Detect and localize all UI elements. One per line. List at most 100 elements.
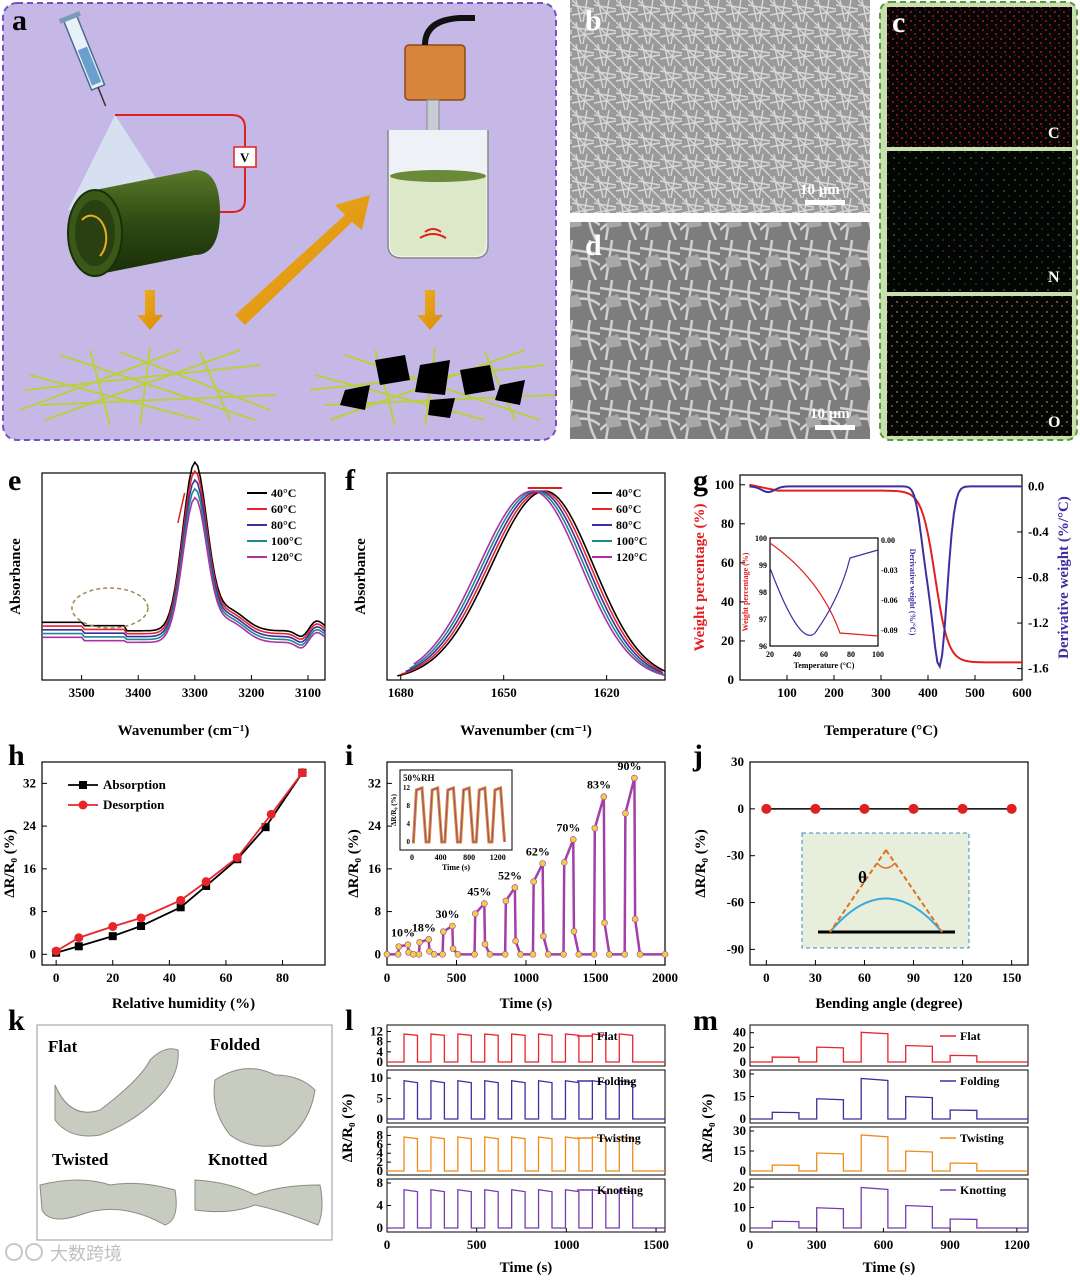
- data-point: [137, 922, 146, 931]
- data-point: [261, 823, 270, 832]
- subplot-frame: [749, 1024, 1029, 1067]
- series-line-Twisting: [387, 1136, 665, 1172]
- y-tick-label: 8: [377, 1175, 384, 1190]
- fiber-mat-left: [19, 347, 276, 426]
- data-point: [631, 774, 638, 782]
- data-point: [1006, 803, 1017, 814]
- panel-label-b: b: [585, 4, 602, 37]
- x-axis-label: Wavenumber (cm⁻¹): [118, 723, 250, 739]
- inset-derivative-line: [769, 549, 879, 636]
- data-point: [425, 936, 433, 943]
- shape-label-folded: Folded: [210, 1035, 261, 1054]
- y-tick-label: 0: [377, 1163, 384, 1178]
- data-point: [395, 943, 403, 950]
- data-point: [517, 951, 524, 958]
- y-tick-label: 40: [733, 1025, 746, 1040]
- x-tick-label: 120: [953, 970, 973, 985]
- y-tick-label: 30: [733, 1123, 746, 1138]
- y-tick-label: 0: [740, 1220, 747, 1235]
- series-line-Knotting: [387, 1189, 665, 1229]
- y-tick-label: 32: [368, 775, 381, 790]
- fiber-mat-right: [309, 347, 556, 426]
- series-line-Absorption: [55, 772, 304, 954]
- data-point: [539, 860, 546, 867]
- inset-angle-arc: [876, 862, 896, 869]
- series-line-Twisting: [750, 1134, 1028, 1172]
- data-point: [590, 951, 598, 958]
- x-tick-label: 3100: [295, 685, 321, 700]
- x-tick-label: 0: [747, 1237, 754, 1252]
- inset-theta-label: θ: [858, 868, 867, 887]
- y-tick-label: 8: [377, 1127, 384, 1142]
- y-tick-label: 40: [721, 594, 734, 609]
- x-tick-label: 3200: [238, 685, 264, 700]
- data-point: [486, 951, 494, 958]
- step-label: 45%: [467, 885, 491, 899]
- step-label: 18%: [412, 920, 436, 934]
- legend-label: Folding: [597, 1074, 636, 1088]
- series-line-80°C: [42, 478, 326, 643]
- data-point: [859, 803, 870, 814]
- scale-bar-b: 10 μm: [800, 182, 840, 198]
- inset-y2-label: Derivative weight (%/°C): [908, 549, 917, 636]
- chart-e: 3500 3400 3300 3200 3100 Wavenumber (cm⁻¹) Abs…: [8, 460, 326, 739]
- y-tick-label: 0: [728, 672, 735, 687]
- x-tick-label: 300: [871, 685, 891, 700]
- data-point: [449, 945, 457, 952]
- data-point: [454, 951, 462, 958]
- watermark-text: 大数跨境: [50, 1244, 122, 1264]
- series-line-120°C: [42, 496, 326, 649]
- x-axis-label: Temperature (°C): [824, 723, 938, 739]
- inset-y-tick: 4: [407, 820, 411, 828]
- panel-a: a V: [2, 2, 557, 441]
- y-tick-label: 12: [370, 1024, 383, 1039]
- data-point: [176, 903, 185, 912]
- y-axis-label: ΔR/R₀ (%): [700, 1094, 716, 1162]
- y-axis-label: Derivative weight (%/°C): [1056, 496, 1072, 659]
- x-axis-label: Time (s): [500, 996, 553, 1012]
- data-point: [383, 951, 391, 958]
- x-tick-label: 150: [1002, 970, 1022, 985]
- x-tick-label: 3500: [69, 685, 95, 700]
- inset-y2-tick: -0.03: [881, 566, 898, 575]
- inset-x-tick: 1200: [490, 853, 506, 862]
- inset-y-tick: 0: [407, 838, 411, 846]
- y-tick-label: -60: [727, 895, 744, 910]
- panel-label-h: h: [8, 739, 25, 772]
- y-tick-label: 0: [738, 801, 745, 816]
- watermark: 大数跨境: [5, 1243, 122, 1264]
- data-point: [74, 933, 84, 943]
- x-tick-label: 500: [965, 685, 985, 700]
- y-tick-label: -0.4: [1028, 524, 1049, 539]
- inset-x-label: Time (s): [442, 863, 470, 872]
- panel-label-g: g: [693, 464, 708, 497]
- subplot-frame: [386, 1024, 666, 1067]
- y-tick-label: 20: [721, 633, 734, 648]
- derivative-line: [749, 485, 1022, 670]
- x-tick-label: 3300: [182, 685, 208, 700]
- down-arrow-icon: [137, 290, 163, 330]
- y-axis-label: ΔR/R₀ (%): [2, 829, 18, 897]
- y-tick-label: 15: [733, 1143, 747, 1158]
- data-point: [529, 951, 537, 958]
- x-tick-label: 200: [824, 685, 844, 700]
- inset-response-line: [412, 787, 506, 843]
- x-tick-label: 1500: [583, 970, 609, 985]
- y-tick-label: -90: [727, 941, 744, 956]
- x-tick-label: 500: [467, 1237, 487, 1252]
- down-arrow-icon: [417, 290, 443, 330]
- x-tick-label: 400: [918, 685, 938, 700]
- data-point: [606, 951, 613, 958]
- series-line-40°C: [397, 490, 666, 677]
- panel-label-l: l: [345, 1004, 353, 1037]
- x-tick-label: 900: [940, 1237, 960, 1252]
- panel-label-a: a: [12, 4, 27, 37]
- series-line-60°C: [42, 469, 326, 640]
- y-tick-label: -0.8: [1028, 570, 1049, 585]
- y-tick-label: 24: [368, 818, 382, 833]
- axes-frame: [749, 761, 1029, 966]
- data-point: [631, 915, 639, 923]
- x-tick-label: 60: [858, 970, 871, 985]
- y-tick-label: 4: [377, 1145, 384, 1160]
